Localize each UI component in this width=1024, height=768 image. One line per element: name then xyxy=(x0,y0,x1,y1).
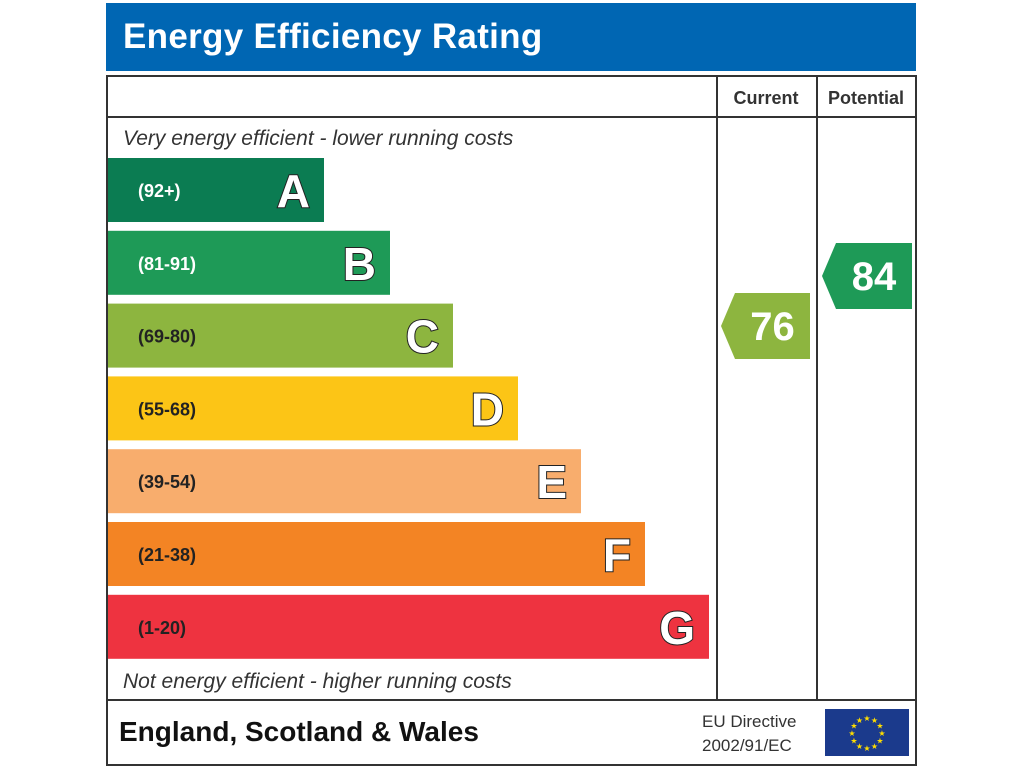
chart-frame xyxy=(106,75,917,766)
band-range-d: (55-68) xyxy=(138,399,196,419)
band-letter-e: E xyxy=(536,456,567,508)
band-bar-b xyxy=(108,230,390,295)
eu-star-icon: ★ xyxy=(878,729,885,738)
band-bar-d xyxy=(108,376,518,441)
chart-title: Energy Efficiency Rating xyxy=(123,17,543,56)
band-bar-g xyxy=(108,594,709,659)
band-range-e: (39-54) xyxy=(138,472,196,492)
band-letter-c: C xyxy=(406,311,439,363)
band-bar-e xyxy=(108,449,581,514)
region-label: England, Scotland & Wales xyxy=(119,716,479,747)
eu-star-icon: ★ xyxy=(871,716,878,725)
eu-star-icon: ★ xyxy=(850,737,857,746)
directive-line1: EU Directive xyxy=(702,712,796,731)
band-bar-f xyxy=(108,522,645,586)
band-range-f: (21-38) xyxy=(138,545,196,565)
bottom-note: Not energy efficient - higher running co… xyxy=(123,670,512,693)
eu-flag-icon xyxy=(825,709,909,756)
potential-rating-value: 84 xyxy=(852,255,897,299)
eu-star-icon: ★ xyxy=(876,722,883,731)
current-rating-arrow xyxy=(721,293,810,359)
potential-rating-arrow xyxy=(822,243,912,309)
band-letter-g: G xyxy=(659,602,695,654)
potential-header: Potential xyxy=(828,88,904,108)
eu-star-icon: ★ xyxy=(848,729,855,738)
eu-star-icon: ★ xyxy=(871,742,878,751)
band-letter-d: D xyxy=(471,383,504,435)
current-rating-value: 76 xyxy=(750,305,795,349)
band-letter-b: B xyxy=(343,238,376,290)
eu-star-icon: ★ xyxy=(850,722,857,731)
eu-star-icon: ★ xyxy=(856,742,863,751)
eu-star-icon: ★ xyxy=(856,716,863,725)
eu-star-icon: ★ xyxy=(863,714,870,723)
top-note: Very energy efficient - lower running co… xyxy=(123,127,514,150)
current-header: Current xyxy=(733,88,798,108)
band-letter-f: F xyxy=(603,529,631,581)
band-range-g: (1-20) xyxy=(138,618,186,638)
band-range-c: (69-80) xyxy=(138,327,196,347)
band-bar-a xyxy=(108,158,324,222)
eu-star-icon: ★ xyxy=(876,737,883,746)
band-letter-a: A xyxy=(277,165,310,217)
band-range-b: (81-91) xyxy=(138,254,196,274)
title-bar: Energy Efficiency Rating xyxy=(106,3,916,71)
band-bar-c xyxy=(108,303,453,368)
directive-line2: 2002/91/EC xyxy=(702,736,792,755)
band-range-a: (92+) xyxy=(138,181,181,201)
eu-star-icon: ★ xyxy=(863,744,870,753)
